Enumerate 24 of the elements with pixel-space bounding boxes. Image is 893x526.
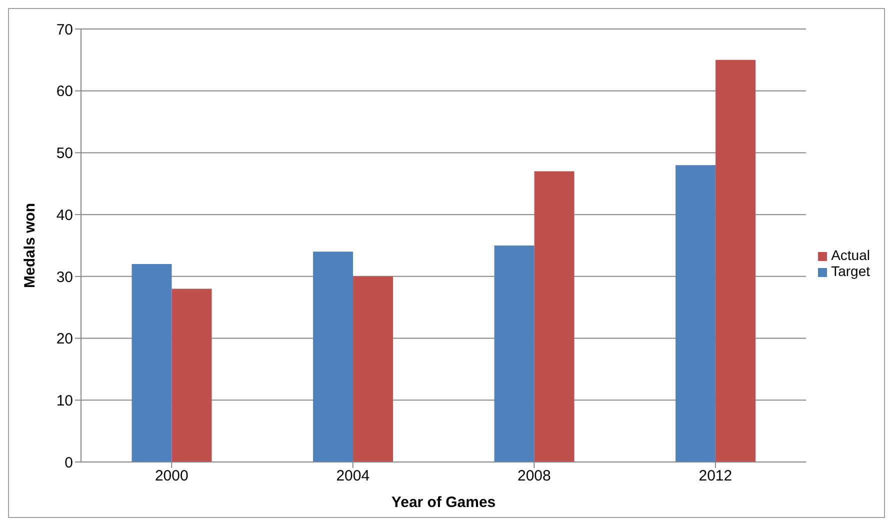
- bar: [676, 165, 716, 462]
- legend-label: Actual: [831, 247, 870, 263]
- y-tick-label: 30: [56, 268, 73, 286]
- bar: [132, 264, 172, 462]
- y-tick-label: 10: [56, 392, 73, 410]
- y-tick-label: 20: [56, 330, 73, 348]
- bar: [313, 252, 354, 462]
- y-tick-label: 40: [56, 206, 73, 224]
- bar: [353, 276, 394, 462]
- y-tick-label: 60: [56, 83, 73, 100]
- x-axis-title: Year of Games: [391, 494, 496, 511]
- x-tick-label: 2004: [336, 468, 370, 485]
- bar: [172, 288, 212, 462]
- y-tick-label: 50: [56, 145, 73, 162]
- x-tick-label: 2000: [154, 468, 188, 485]
- bar: [494, 246, 534, 462]
- y-tick-label: 0: [64, 454, 73, 472]
- bar: [716, 60, 756, 462]
- x-tick-label: 2008: [517, 468, 551, 485]
- bar: [534, 171, 574, 462]
- y-tick-label: 70: [56, 21, 73, 38]
- legend-label: Target: [831, 263, 870, 279]
- y-axis-title: Medals won: [21, 202, 38, 288]
- x-tick-label: 2012: [698, 468, 732, 485]
